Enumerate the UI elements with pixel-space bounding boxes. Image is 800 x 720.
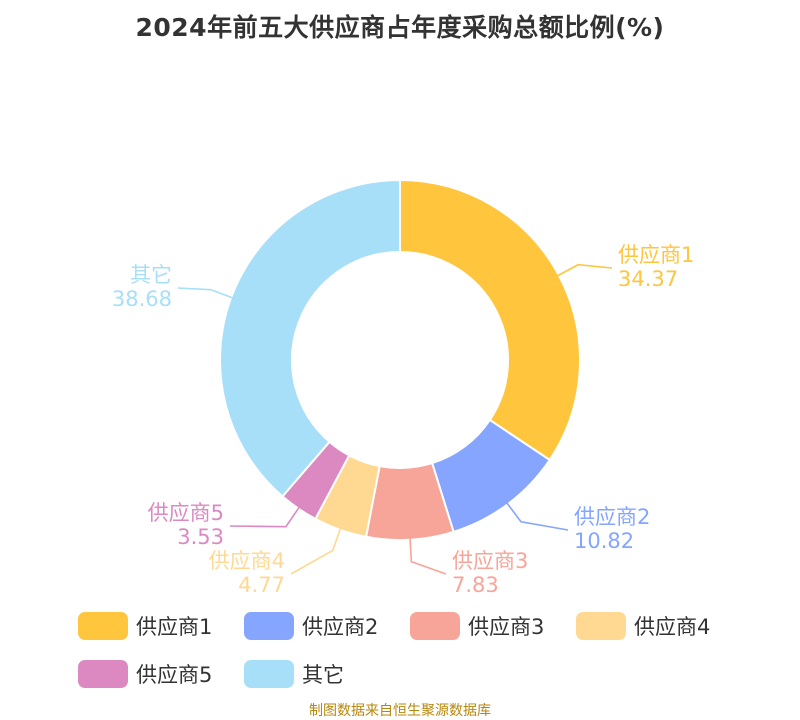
- donut-slice-1[interactable]: [399, 178, 581, 462]
- legend-swatch: [244, 660, 294, 688]
- slice-name-label: 供应商2: [574, 505, 650, 529]
- legend-label: 供应商2: [302, 615, 379, 639]
- legend-item-supplier-3[interactable]: 供应商3: [410, 610, 544, 642]
- legend-swatch: [410, 612, 460, 640]
- legend-item-supplier-4[interactable]: 供应商4: [576, 610, 710, 642]
- slice-value-label: 3.53: [177, 525, 224, 549]
- chart-title: 2024年前五大供应商占年度采购总额比例(%): [135, 13, 665, 42]
- slice-name-label: 供应商5: [148, 501, 224, 525]
- legend-label: 供应商1: [136, 615, 213, 639]
- leader-line-2: [504, 500, 569, 531]
- leader-line-5: [229, 504, 302, 528]
- legend-item-supplier-5[interactable]: 供应商5: [78, 658, 212, 690]
- legend-item-supplier-2[interactable]: 供应商2: [244, 610, 378, 642]
- legend-swatch: [576, 612, 626, 640]
- leader-line-1: [554, 263, 613, 278]
- legend-label: 其它: [302, 663, 344, 687]
- slice-value-label: 38.68: [112, 287, 172, 311]
- slice-name-label: 其它: [130, 263, 172, 287]
- slice-name-label: 供应商4: [209, 549, 285, 573]
- legend-item-other[interactable]: 其它: [244, 658, 344, 690]
- slice-name-label: 供应商1: [618, 243, 694, 267]
- slice-value-label: 10.82: [574, 529, 634, 553]
- legend-label: 供应商5: [136, 663, 213, 687]
- leader-line-3: [409, 535, 447, 575]
- source-note: 制图数据来自恒生聚源数据库: [309, 703, 491, 719]
- donut-slice-6[interactable]: [219, 178, 401, 498]
- slice-value-label: 34.37: [618, 267, 678, 291]
- legend-label: 供应商4: [634, 615, 711, 639]
- slice-name-label: 供应商3: [452, 549, 528, 573]
- legend-swatch: [78, 660, 128, 688]
- legend-swatch: [78, 612, 128, 640]
- slice-value-label: 4.77: [238, 573, 285, 597]
- legend-item-supplier-1[interactable]: 供应商1: [78, 610, 212, 642]
- leader-line-4: [290, 525, 343, 575]
- leader-line-6: [177, 287, 236, 300]
- legend-swatch: [244, 612, 294, 640]
- legend-label: 供应商3: [468, 615, 545, 639]
- slice-value-label: 7.83: [452, 573, 499, 597]
